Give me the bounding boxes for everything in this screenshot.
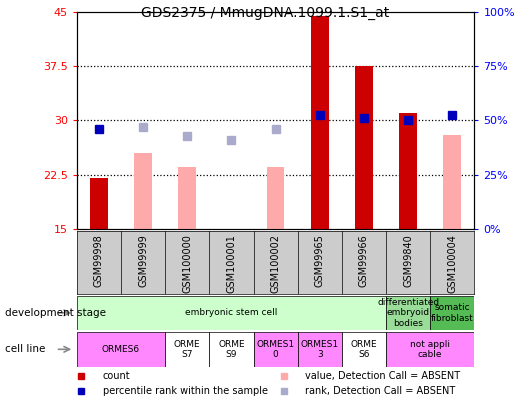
Text: ORMES6: ORMES6 bbox=[102, 345, 140, 354]
Bar bbox=[386, 296, 430, 330]
Bar bbox=[253, 332, 298, 367]
Text: rank, Detection Call = ABSENT: rank, Detection Call = ABSENT bbox=[305, 386, 456, 396]
Bar bbox=[444, 135, 461, 229]
Text: somatic
fibroblast: somatic fibroblast bbox=[431, 303, 474, 322]
Text: ORME
S9: ORME S9 bbox=[218, 340, 245, 359]
Bar bbox=[90, 178, 108, 229]
Text: value, Detection Call = ABSENT: value, Detection Call = ABSENT bbox=[305, 371, 461, 381]
Text: GSM99965: GSM99965 bbox=[315, 234, 325, 287]
Text: ORMES1
3: ORMES1 3 bbox=[301, 340, 339, 359]
Text: GSM100001: GSM100001 bbox=[226, 234, 236, 293]
Bar bbox=[267, 167, 285, 229]
Bar bbox=[430, 296, 474, 330]
Text: GSM99966: GSM99966 bbox=[359, 234, 369, 287]
Bar bbox=[311, 16, 329, 229]
Text: GSM100002: GSM100002 bbox=[271, 234, 280, 293]
Text: cell line: cell line bbox=[5, 344, 46, 354]
Text: GSM99999: GSM99999 bbox=[138, 234, 148, 287]
Bar bbox=[209, 332, 253, 367]
Text: ORME
S7: ORME S7 bbox=[174, 340, 200, 359]
Bar bbox=[134, 153, 152, 229]
Bar bbox=[165, 332, 209, 367]
Bar bbox=[355, 66, 373, 229]
Bar bbox=[386, 332, 474, 367]
Text: GSM99840: GSM99840 bbox=[403, 234, 413, 287]
Text: count: count bbox=[103, 371, 130, 381]
Text: percentile rank within the sample: percentile rank within the sample bbox=[103, 386, 268, 396]
Text: GSM99998: GSM99998 bbox=[94, 234, 104, 287]
Text: development stage: development stage bbox=[5, 308, 107, 318]
Text: GSM100004: GSM100004 bbox=[447, 234, 457, 293]
Text: embryonic stem cell: embryonic stem cell bbox=[186, 308, 278, 318]
Text: ORME
S6: ORME S6 bbox=[351, 340, 377, 359]
Bar bbox=[342, 332, 386, 367]
Text: ORMES1
0: ORMES1 0 bbox=[257, 340, 295, 359]
Bar bbox=[179, 167, 196, 229]
Text: GDS2375 / MmugDNA.1099.1.S1_at: GDS2375 / MmugDNA.1099.1.S1_at bbox=[141, 6, 389, 20]
Bar bbox=[399, 113, 417, 229]
Bar bbox=[77, 296, 386, 330]
Text: differentiated
embryoid
bodies: differentiated embryoid bodies bbox=[377, 298, 439, 328]
Bar bbox=[77, 332, 165, 367]
Text: not appli
cable: not appli cable bbox=[410, 340, 450, 359]
Text: GSM100000: GSM100000 bbox=[182, 234, 192, 293]
Bar bbox=[298, 332, 342, 367]
